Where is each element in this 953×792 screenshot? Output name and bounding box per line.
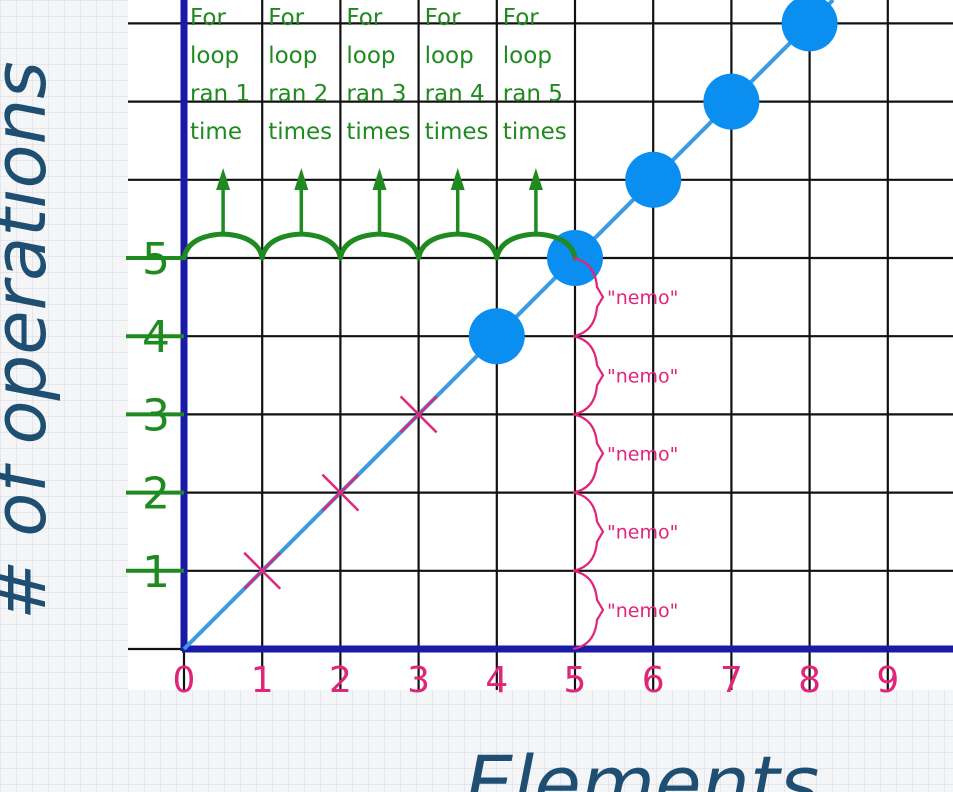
loop-annotation: For loop ran 4 times bbox=[425, 5, 489, 145]
x-axis-label: Elements bbox=[465, 739, 819, 792]
loop-arrow-head bbox=[372, 168, 387, 190]
loop-annotation-line: time bbox=[190, 119, 242, 145]
tick-labels: 012345678912345 bbox=[126, 234, 899, 701]
loop-annotation-line: loop bbox=[190, 43, 239, 69]
loop-arrow-head bbox=[450, 168, 465, 190]
nemo-brace bbox=[572, 413, 605, 494]
x-tick-label: 0 bbox=[173, 660, 196, 701]
circle-marker bbox=[703, 73, 760, 130]
circle-marker bbox=[468, 308, 525, 365]
y-axis-label: # of operations bbox=[0, 61, 62, 620]
loop-annotation-line: loop bbox=[425, 43, 474, 69]
loop-annotation-line: For bbox=[425, 5, 461, 31]
loop-annotation-line: times bbox=[503, 119, 567, 145]
text-annotations: For loop ran 1 time For loop ran 2 times For loop… bbox=[190, 5, 678, 622]
loop-annotation-line: times bbox=[268, 119, 332, 145]
x-tick-label: 7 bbox=[720, 660, 743, 701]
nemo-annotation: "nemo" bbox=[607, 444, 678, 466]
loop-annotation-line: ran 3 bbox=[346, 81, 406, 107]
nemo-brace bbox=[572, 569, 605, 651]
loop-annotation-line: loop bbox=[346, 43, 395, 69]
loop-annotation: For loop ran 2 times bbox=[268, 5, 332, 145]
circle-marker bbox=[625, 151, 682, 208]
loop-annotation-line: ran 2 bbox=[268, 81, 328, 107]
loop-arrow-head bbox=[216, 168, 231, 190]
loop-annotation-line: For bbox=[503, 5, 539, 31]
nemo-brace bbox=[572, 491, 605, 572]
nemo-annotation: "nemo" bbox=[607, 522, 678, 544]
x-marker-b bbox=[243, 551, 282, 590]
x-marker-b bbox=[321, 473, 360, 512]
brace-annotations bbox=[181, 168, 605, 651]
data-points bbox=[243, 0, 838, 590]
loop-annotation-line: For bbox=[190, 5, 226, 31]
x-tick-label: 3 bbox=[407, 660, 430, 701]
loop-arrow-head bbox=[528, 168, 543, 190]
x-marker-b bbox=[399, 395, 438, 434]
loop-annotation: For loop ran 3 times bbox=[346, 5, 410, 145]
loop-annotation-line: ran 4 bbox=[425, 81, 485, 107]
circle-marker bbox=[781, 0, 838, 52]
loop-annotation-line: For bbox=[268, 5, 304, 31]
loop-annotation-line: times bbox=[346, 119, 410, 145]
nemo-annotation: "nemo" bbox=[607, 365, 678, 387]
x-tick-label: 8 bbox=[798, 660, 821, 701]
x-tick-label: 6 bbox=[642, 660, 665, 701]
loop-annotation-line: loop bbox=[268, 43, 317, 69]
loop-annotation: For loop ran 5 times bbox=[503, 5, 567, 145]
loop-annotation-line: times bbox=[425, 119, 489, 145]
loop-annotation-line: ran 5 bbox=[503, 81, 563, 107]
x-tick-label: 2 bbox=[329, 660, 352, 701]
loop-annotation: For loop ran 1 time bbox=[190, 5, 250, 145]
nemo-annotation: "nemo" bbox=[607, 600, 678, 622]
x-tick-label: 9 bbox=[876, 660, 899, 701]
x-tick-label: 4 bbox=[485, 660, 508, 701]
loop-annotation-line: loop bbox=[503, 43, 552, 69]
loop-arrow-head bbox=[294, 168, 309, 190]
nemo-brace bbox=[572, 256, 605, 338]
x-tick-label: 5 bbox=[564, 660, 587, 701]
loop-annotation-line: ran 1 bbox=[190, 81, 250, 107]
loop-annotation-line: For bbox=[346, 5, 382, 31]
x-tick-label: 1 bbox=[251, 660, 274, 701]
nemo-brace bbox=[572, 335, 605, 416]
axes bbox=[180, 0, 953, 653]
nemo-annotation: "nemo" bbox=[607, 287, 678, 309]
